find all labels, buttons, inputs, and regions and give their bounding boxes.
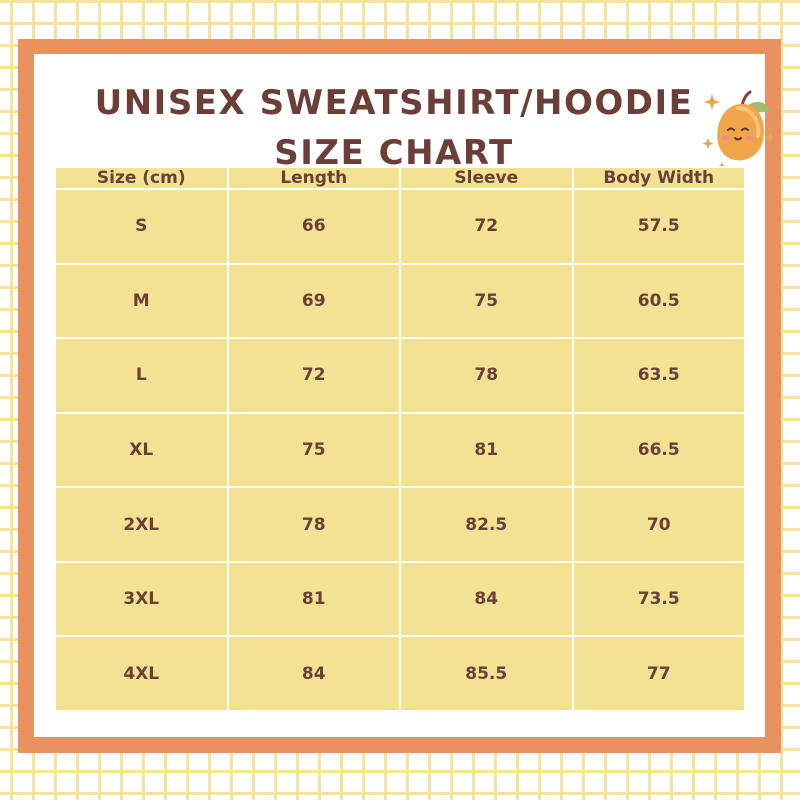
cell-body-width: 57.5 [571, 188, 746, 265]
cell-sleeve: 84 [399, 560, 574, 638]
table-row: 2XL 78 82.5 70 [54, 486, 746, 563]
cell-length: 72 [226, 337, 401, 414]
table-row: 4XL 84 85.5 77 [54, 635, 746, 712]
header-size: Size (cm) [54, 166, 229, 190]
cell-size: 4XL [54, 635, 229, 712]
cell-sleeve: 72 [399, 188, 574, 265]
size-chart-card: UNISEX SWEATSHIRT/HOODIE SIZE CHART [34, 54, 776, 737]
cell-size: 2XL [54, 486, 229, 563]
table-row: L 72 78 63.5 [54, 337, 746, 414]
cell-size: XL [54, 411, 229, 489]
mango-mascot-icon [702, 90, 776, 171]
cell-length: 75 [226, 411, 401, 489]
header-sleeve: Sleeve [399, 166, 574, 190]
cell-sleeve: 82.5 [399, 486, 574, 563]
header-body-width: Body Width [571, 166, 746, 190]
cell-size: L [54, 337, 229, 414]
table-row: S 66 72 57.5 [54, 188, 746, 265]
cell-size: S [54, 188, 229, 265]
cell-size: M [54, 262, 229, 340]
cell-sleeve: 78 [399, 337, 574, 414]
cell-body-width: 63.5 [571, 337, 746, 414]
size-table: Size (cm) Length Sleeve Body Width S 66 … [54, 166, 746, 712]
cell-length: 66 [226, 188, 401, 265]
cell-size: 3XL [54, 560, 229, 638]
cell-body-width: 66.5 [571, 411, 746, 489]
cell-sleeve: 85.5 [399, 635, 574, 712]
page-title: UNISEX SWEATSHIRT/HOODIE SIZE CHART [54, 78, 734, 178]
cell-length: 78 [226, 486, 401, 563]
table-row: 3XL 81 84 73.5 [54, 560, 746, 638]
cell-body-width: 60.5 [571, 262, 746, 340]
outer-frame: UNISEX SWEATSHIRT/HOODIE SIZE CHART [18, 39, 781, 753]
title-line-1: UNISEX SWEATSHIRT/HOODIE [94, 83, 694, 123]
cell-body-width: 70 [571, 486, 746, 563]
cell-length: 69 [226, 262, 401, 340]
cell-body-width: 73.5 [571, 560, 746, 638]
cell-length: 81 [226, 560, 401, 638]
cell-sleeve: 81 [399, 411, 574, 489]
cell-length: 84 [226, 635, 401, 712]
header-length: Length [226, 166, 401, 190]
table-row: XL 75 81 66.5 [54, 411, 746, 489]
table-row: M 69 75 60.5 [54, 262, 746, 340]
cell-body-width: 77 [571, 635, 746, 712]
cell-sleeve: 75 [399, 262, 574, 340]
table-header-row: Size (cm) Length Sleeve Body Width [54, 166, 746, 190]
